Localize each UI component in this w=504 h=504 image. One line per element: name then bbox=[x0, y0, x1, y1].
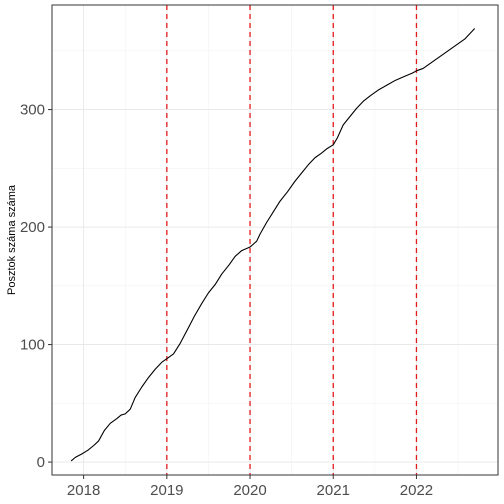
x-axis: 2018 2019 2020 2021 2022 bbox=[67, 475, 433, 499]
panel-border bbox=[51, 4, 499, 476]
minor-gridlines bbox=[52, 5, 498, 475]
x-tick-label: 2019 bbox=[150, 482, 183, 499]
reference-lines bbox=[166, 5, 418, 475]
y-tick-label: 300 bbox=[20, 102, 45, 119]
x-tick-label: 2021 bbox=[317, 482, 350, 499]
y-axis-title: Posztok száma száma bbox=[6, 184, 18, 295]
y-tick-label: 0 bbox=[37, 454, 45, 471]
y-axis: 0 100 200 300 bbox=[20, 102, 52, 471]
y-tick-label: 100 bbox=[20, 337, 45, 354]
x-tick-label: 2020 bbox=[233, 482, 266, 499]
series-group bbox=[70, 28, 476, 462]
series-line bbox=[70, 28, 476, 462]
y-tick-label: 200 bbox=[20, 219, 45, 236]
x-tick-label: 2022 bbox=[400, 482, 433, 499]
x-tick-label: 2018 bbox=[67, 482, 100, 499]
